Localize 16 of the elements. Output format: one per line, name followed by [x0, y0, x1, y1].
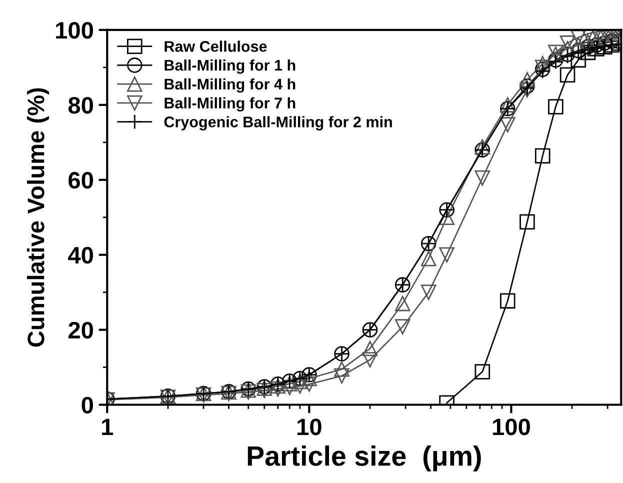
- legend-label: Ball-Milling for 4 h: [164, 78, 296, 93]
- x-tick-label: 100: [493, 418, 530, 436]
- legend-label: Ball-Milling for 1 h: [164, 59, 296, 74]
- x-axis-title: Particle size (μm): [248, 446, 481, 472]
- legend-label: Ball-Milling for 7 h: [164, 97, 296, 112]
- legend-label: Raw Cellulose: [164, 40, 267, 52]
- x-tick-label: 1: [102, 418, 114, 436]
- legend-label: Cryogenic Ball-Milling for 2 min: [164, 116, 392, 130]
- y-tick-label: 60: [68, 172, 93, 189]
- y-axis-title: Cumulative Volume (%): [27, 88, 50, 347]
- x-tick-label: 10: [298, 418, 322, 436]
- y-tick-label: 80: [68, 96, 93, 114]
- y-tick-label: 40: [68, 246, 93, 264]
- y-tick-label: 100: [56, 22, 93, 39]
- y-tick-label: 20: [68, 322, 93, 339]
- y-tick-label: 0: [82, 396, 93, 414]
